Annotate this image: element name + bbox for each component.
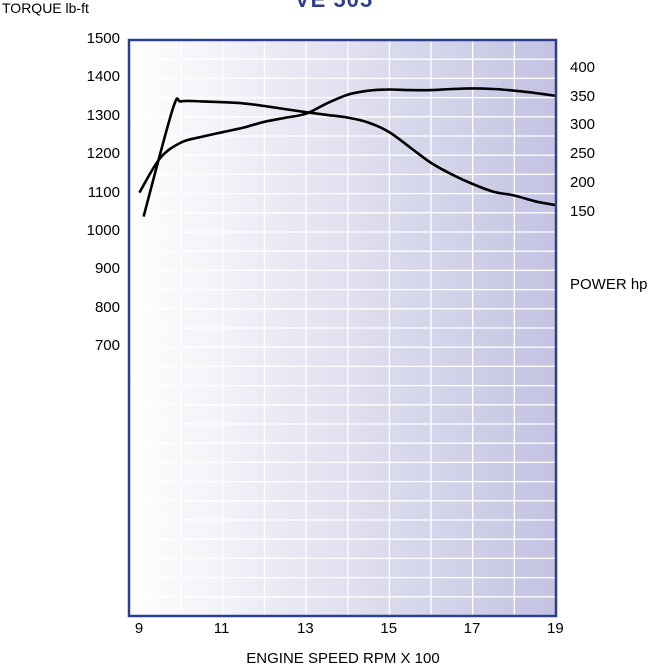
x-axis-label: ENGINE SPEED RPM X 100 (246, 650, 440, 667)
power-tick-label: 300 (570, 116, 596, 134)
torque-tick-label: 1000 (86, 222, 120, 239)
power-axis-label: POWER hp (570, 276, 648, 293)
torque-tick-label: 1500 (86, 30, 120, 47)
grid (129, 40, 556, 616)
torque-tick-label: 800 (94, 298, 120, 316)
torque-tick-label: 900 (94, 260, 120, 278)
torque-tick-label: 1100 (87, 183, 120, 201)
torque-tick-label: 1200 (86, 145, 120, 163)
torque-tick-label: 700 (94, 337, 120, 355)
power-curve (138, 87, 557, 194)
torque-tick-label: 1300 (86, 106, 120, 124)
power-tick-label: 250 (570, 145, 596, 163)
torque-curve (142, 97, 557, 217)
curves (138, 87, 557, 217)
power-tick-label: 350 (570, 87, 596, 105)
torque-axis-label: TORQUE lb-ft (2, 0, 89, 16)
x-tick-label: 13 (297, 620, 314, 637)
x-tick-label: 19 (547, 620, 564, 637)
power-tick-label: 150 (570, 202, 596, 220)
x-tick-label: 15 (380, 620, 398, 637)
power-tick-label: 200 (570, 174, 596, 191)
x-tick-label: 11 (213, 620, 230, 637)
x-tick-label: 9 (134, 620, 144, 637)
plot-frame (127, 38, 558, 618)
chart-title: VE 505 (295, 0, 373, 13)
power-tick-label: 400 (570, 58, 596, 76)
x-tick-label: 17 (463, 620, 481, 637)
torque-tick-label: 1400 (86, 68, 120, 86)
